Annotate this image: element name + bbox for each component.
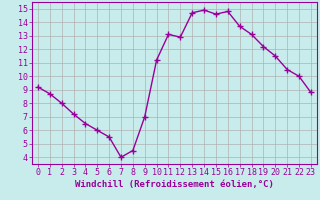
X-axis label: Windchill (Refroidissement éolien,°C): Windchill (Refroidissement éolien,°C) (75, 180, 274, 189)
